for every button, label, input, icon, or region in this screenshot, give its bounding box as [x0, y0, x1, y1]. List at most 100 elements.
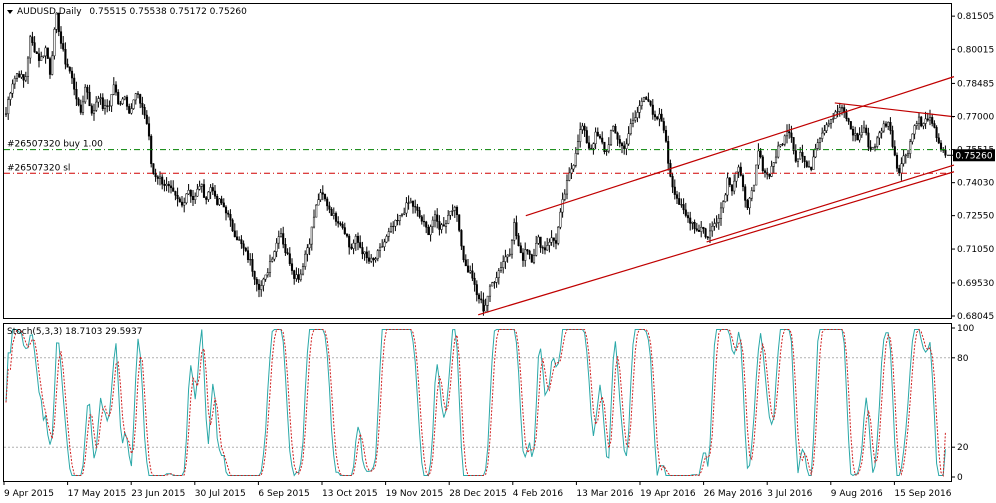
candle	[647, 92, 650, 103]
candle	[44, 45, 47, 64]
candle	[156, 175, 159, 185]
candle	[609, 129, 613, 146]
candle	[165, 177, 168, 192]
x-tick-label: 13 Mar 2016	[576, 489, 633, 499]
candle	[568, 167, 571, 182]
candle	[796, 158, 800, 168]
candle	[517, 232, 520, 247]
candle	[31, 31, 34, 46]
candle	[376, 249, 379, 262]
candle	[398, 215, 401, 226]
candle	[77, 97, 80, 107]
candle	[931, 113, 934, 127]
chart-title: AUDUSD,Daily 0.75515 0.75538 0.75172 0.7…	[17, 7, 247, 17]
candle	[915, 120, 918, 130]
candle	[356, 232, 360, 251]
candle	[416, 203, 419, 217]
candle	[18, 70, 21, 78]
candle	[537, 234, 540, 245]
candle	[854, 126, 857, 142]
candle	[807, 160, 811, 168]
candle	[403, 207, 406, 216]
y-tick-label: 0.68045	[957, 312, 994, 322]
candle	[565, 174, 569, 200]
candle	[711, 221, 714, 237]
candle	[821, 127, 824, 143]
candle	[130, 103, 133, 115]
y-tick-label: 0.71050	[957, 245, 994, 255]
stoch-axis: 100 80 20 0	[951, 324, 974, 483]
candle	[865, 124, 868, 136]
candle	[772, 162, 775, 174]
candle	[482, 292, 485, 316]
candle	[792, 137, 795, 155]
candle	[660, 108, 663, 122]
candle	[620, 141, 624, 154]
candle	[79, 99, 82, 115]
candle	[323, 193, 327, 202]
candle	[57, 12, 60, 37]
candle	[497, 268, 500, 285]
candle	[891, 125, 894, 149]
candle	[103, 99, 107, 115]
y-tick-label: 0.78485	[957, 79, 994, 89]
candle	[361, 241, 364, 260]
candle	[658, 107, 661, 127]
candlesticks	[4, 12, 947, 316]
candle	[145, 110, 148, 125]
trendline[interactable]	[834, 102, 955, 118]
candle	[396, 213, 399, 226]
candle	[510, 239, 514, 259]
candle	[794, 144, 797, 163]
candle	[642, 96, 646, 103]
chart-menu-triangle-icon[interactable]	[7, 10, 13, 14]
candle	[493, 281, 496, 289]
candle	[202, 179, 206, 198]
x-tick-label: 15 Sep 2016	[894, 489, 951, 499]
candle	[838, 102, 841, 117]
candle	[933, 120, 936, 129]
candle	[242, 240, 245, 256]
stoch-y-tick-label: 20	[957, 443, 969, 453]
stop-loss-label: #26507320 sl	[7, 163, 70, 173]
candle	[387, 227, 390, 242]
candle	[898, 164, 901, 177]
trendline[interactable]	[706, 164, 955, 243]
trendline[interactable]	[525, 76, 955, 217]
candle	[876, 135, 879, 149]
candle	[704, 227, 707, 239]
candle	[394, 219, 397, 232]
candle	[312, 209, 316, 229]
candle	[196, 183, 199, 197]
candle	[691, 221, 694, 230]
candle	[66, 58, 69, 68]
x-tick-label: 3 Jul 2016	[767, 489, 812, 499]
candle	[352, 239, 355, 255]
candle	[37, 47, 41, 68]
candle	[541, 245, 544, 254]
candle	[744, 184, 747, 208]
candle	[656, 115, 659, 121]
candle	[909, 138, 912, 159]
candle	[673, 179, 676, 200]
trendline[interactable]	[478, 171, 955, 316]
candle	[788, 123, 791, 139]
candle	[684, 202, 687, 218]
candle	[741, 173, 745, 192]
candle	[935, 125, 938, 142]
candle	[805, 160, 808, 168]
candle	[282, 226, 285, 249]
candle	[363, 251, 366, 261]
candle	[680, 198, 683, 208]
candle	[425, 220, 428, 234]
candle	[310, 226, 313, 251]
candle	[508, 248, 511, 257]
candle	[90, 103, 93, 116]
candle	[570, 162, 573, 180]
candle	[301, 263, 305, 276]
candle	[473, 272, 476, 292]
candle	[858, 127, 861, 143]
candle	[367, 250, 371, 265]
candle	[770, 160, 773, 178]
candle	[101, 93, 104, 112]
